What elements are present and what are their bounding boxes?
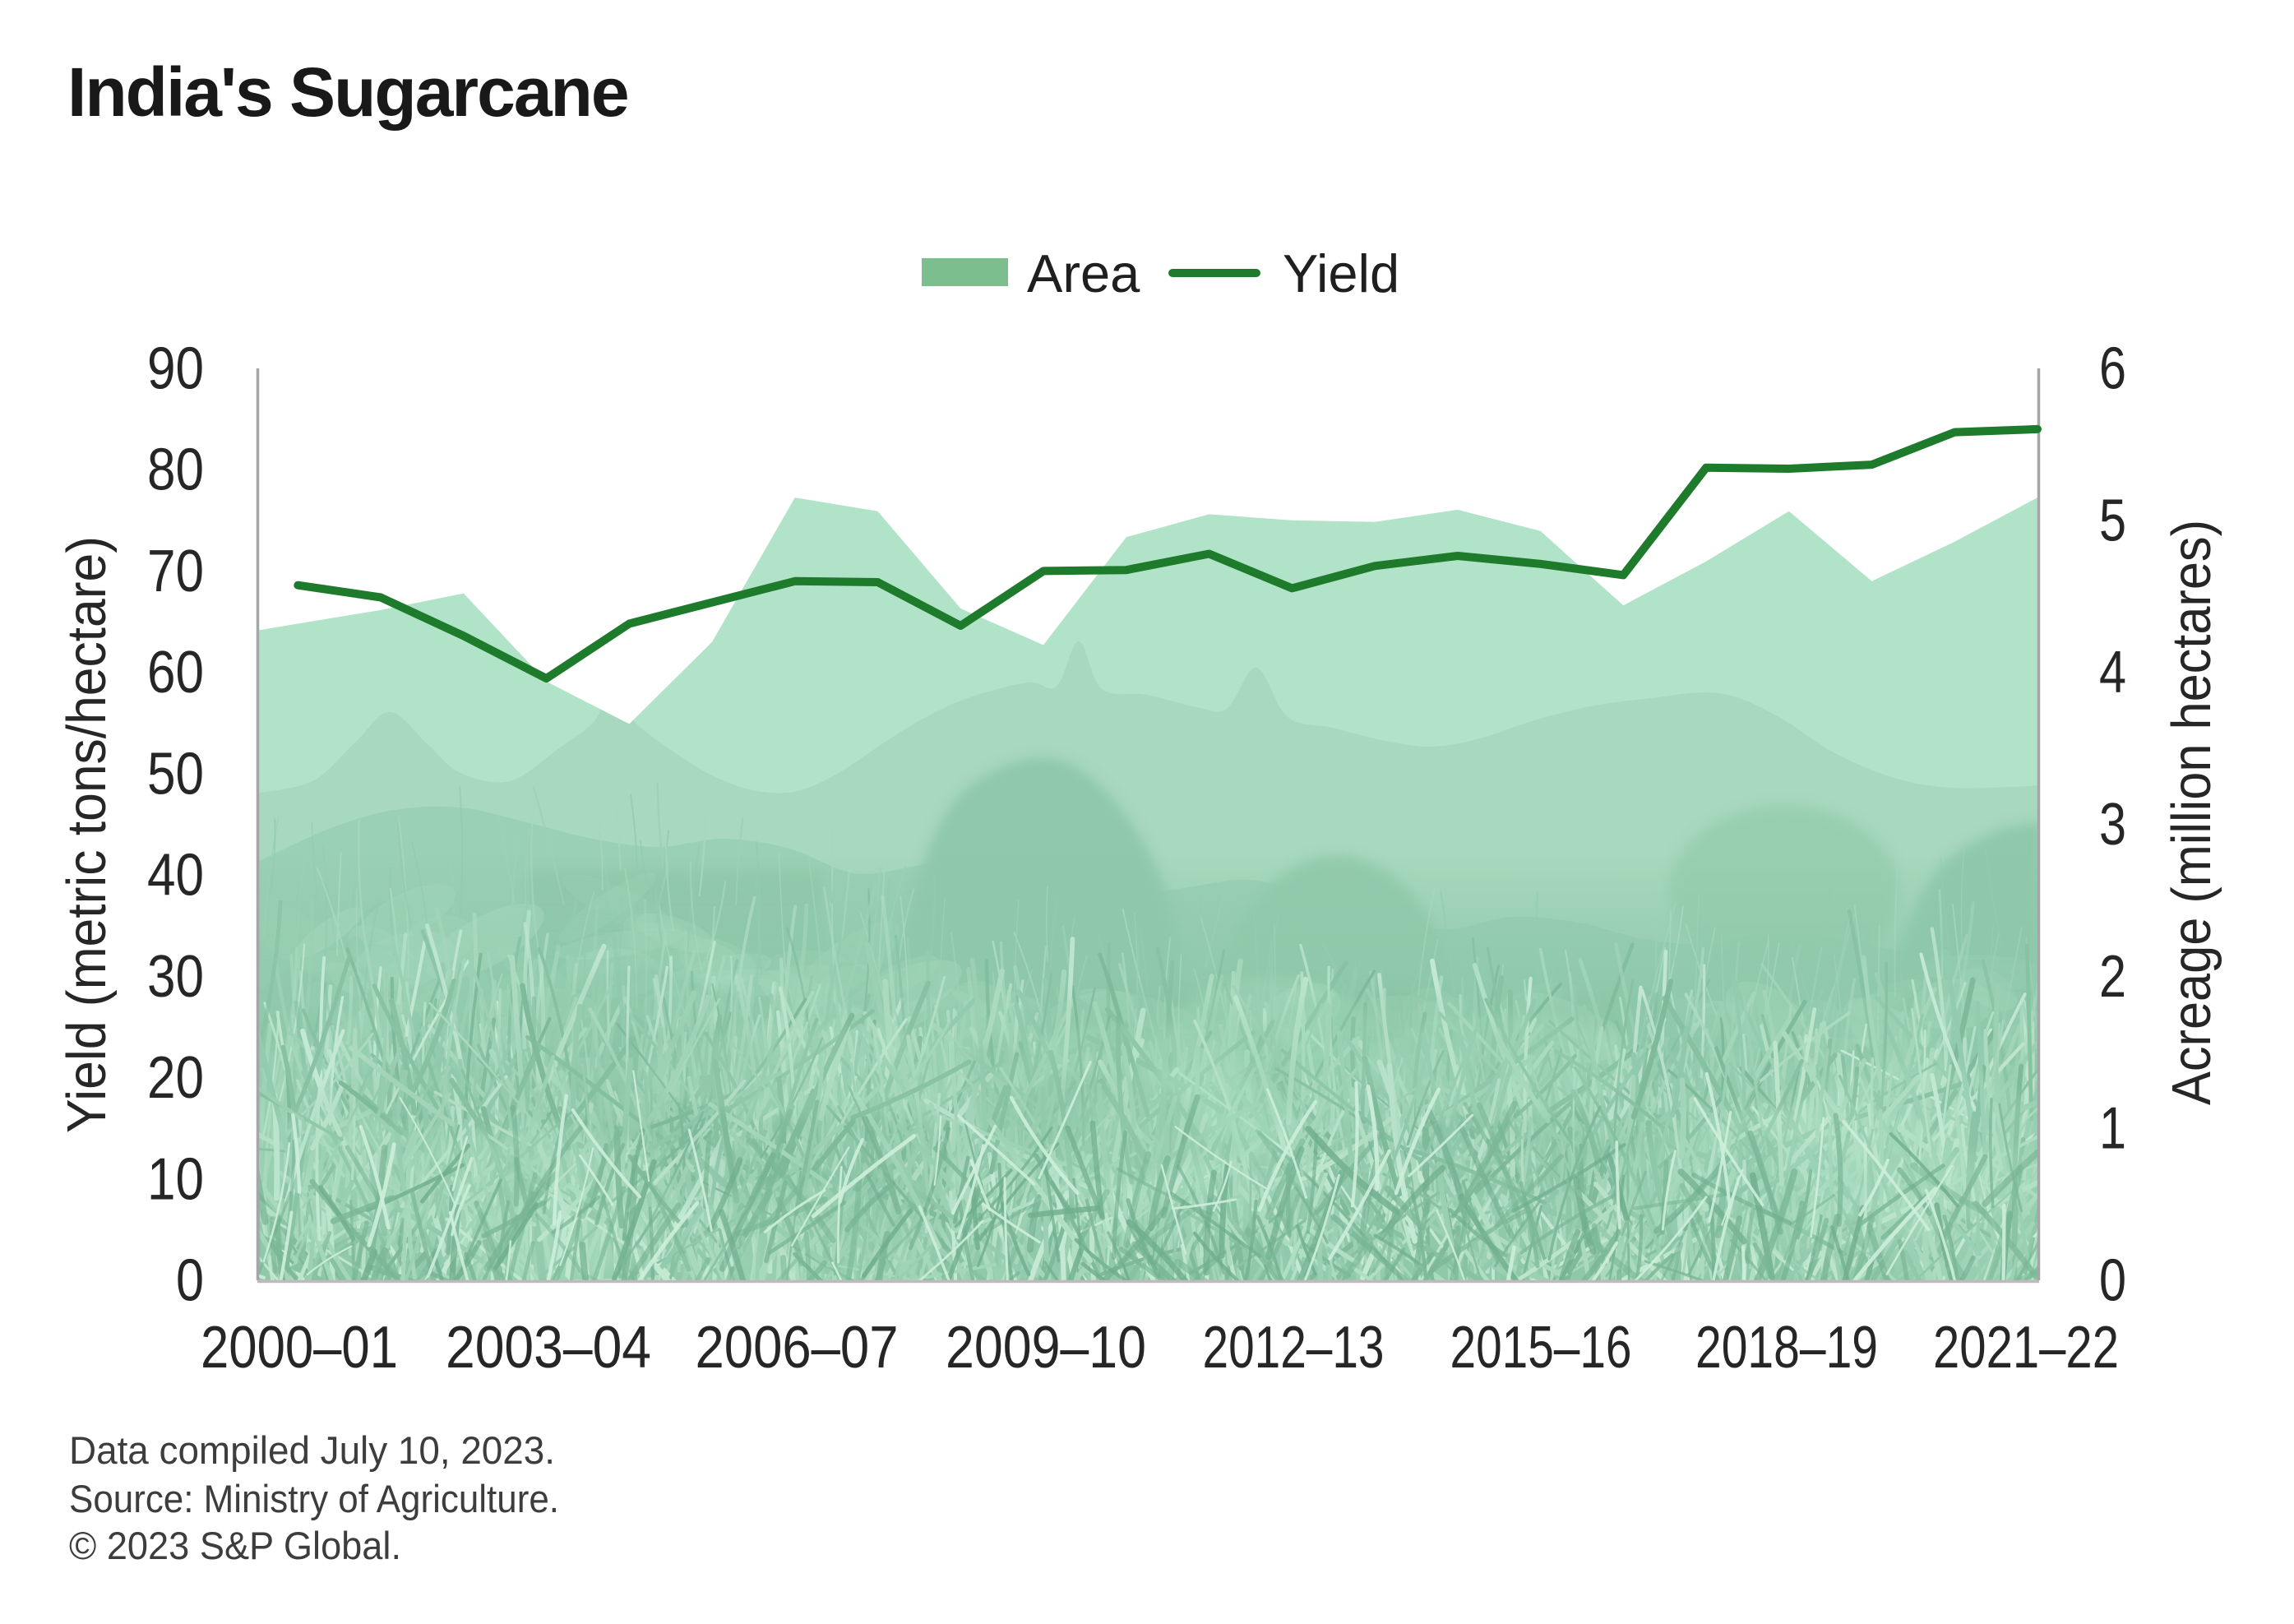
svg-text:Acreage (million hectares): Acreage (million hectares) bbox=[2161, 520, 2222, 1105]
svg-text:30: 30 bbox=[147, 944, 204, 1010]
svg-text:3: 3 bbox=[2099, 792, 2126, 858]
svg-text:40: 40 bbox=[147, 843, 204, 909]
svg-text:2021–22: 2021–22 bbox=[1933, 1315, 2119, 1381]
svg-text:© 2023 S&P Global.: © 2023 S&P Global. bbox=[69, 1524, 401, 1567]
svg-text:2003–04: 2003–04 bbox=[446, 1315, 651, 1381]
svg-text:Yield (metric tons/hectare): Yield (metric tons/hectare) bbox=[56, 536, 118, 1133]
svg-text:2012–13: 2012–13 bbox=[1203, 1315, 1385, 1381]
svg-text:0: 0 bbox=[176, 1248, 204, 1314]
svg-text:0: 0 bbox=[2099, 1248, 2126, 1314]
svg-text:2000–01: 2000–01 bbox=[201, 1315, 398, 1381]
svg-text:Area: Area bbox=[1027, 243, 1140, 303]
svg-text:5: 5 bbox=[2099, 488, 2126, 553]
svg-text:80: 80 bbox=[147, 437, 204, 503]
svg-text:1: 1 bbox=[2099, 1096, 2126, 1162]
svg-text:Source: Ministry of Agricultur: Source: Ministry of Agriculture. bbox=[69, 1477, 559, 1520]
svg-text:70: 70 bbox=[147, 539, 204, 604]
svg-text:2: 2 bbox=[2099, 944, 2126, 1010]
svg-text:2018–19: 2018–19 bbox=[1695, 1315, 1878, 1381]
svg-text:Data compiled July 10, 2023.: Data compiled July 10, 2023. bbox=[69, 1428, 555, 1472]
svg-text:20: 20 bbox=[147, 1045, 204, 1111]
svg-text:50: 50 bbox=[147, 741, 204, 807]
svg-text:India's Sugarcane: India's Sugarcane bbox=[67, 53, 628, 131]
svg-text:4: 4 bbox=[2099, 640, 2126, 706]
svg-text:10: 10 bbox=[147, 1146, 204, 1212]
svg-text:2006–07: 2006–07 bbox=[696, 1315, 899, 1381]
svg-text:Yield: Yield bbox=[1283, 243, 1399, 303]
svg-text:60: 60 bbox=[147, 640, 204, 706]
svg-text:6: 6 bbox=[2099, 336, 2126, 402]
svg-text:2015–16: 2015–16 bbox=[1450, 1315, 1632, 1381]
svg-text:90: 90 bbox=[147, 336, 204, 402]
svg-text:2009–10: 2009–10 bbox=[946, 1315, 1146, 1381]
